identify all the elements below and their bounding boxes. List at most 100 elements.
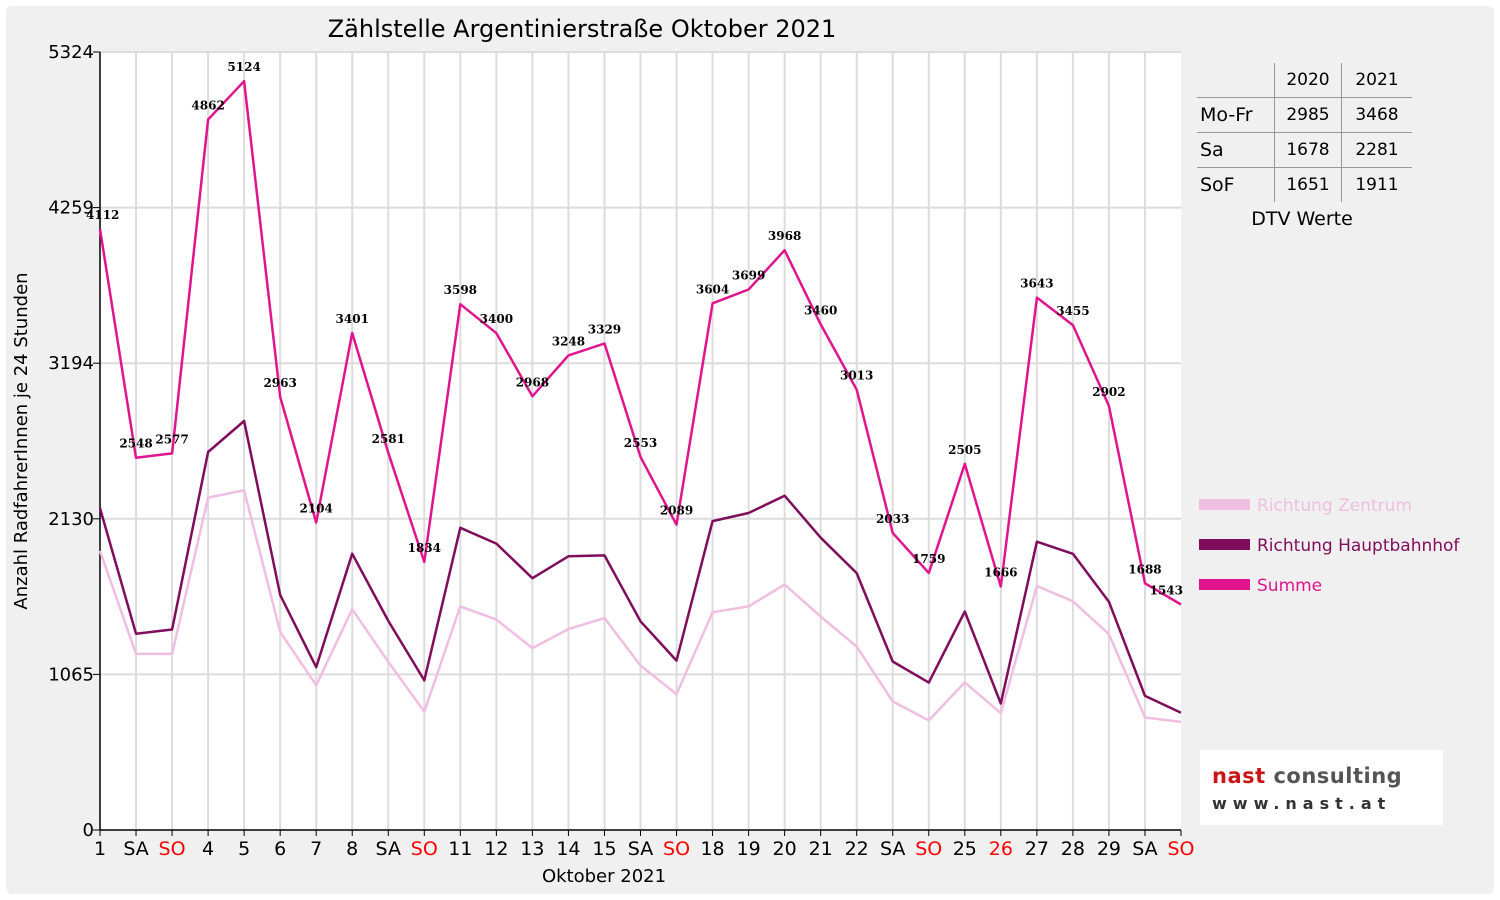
data-label: 3460: [804, 303, 837, 317]
y-tick-label: 3194: [48, 353, 94, 374]
x-tick-label: 20: [773, 838, 797, 860]
dtv-cell: 2281: [1341, 132, 1412, 168]
dtv-row: Mo-Fr 2985 3468: [1197, 97, 1412, 133]
legend-label: Summe: [1257, 576, 1322, 596]
data-label: 1688: [1128, 562, 1161, 576]
x-tick-label: SA: [628, 838, 653, 860]
data-label: 3013: [840, 369, 873, 383]
dtv-cell: 2985: [1274, 97, 1342, 133]
x-tick-label: 26: [989, 838, 1013, 860]
x-tick-label: 11: [448, 838, 472, 860]
y-tick-label: 1065: [48, 664, 94, 685]
data-label: 2033: [876, 512, 909, 526]
data-label: 1666: [984, 566, 1017, 580]
x-tick-label: 4: [202, 838, 214, 860]
logo-word-consulting: consulting: [1273, 764, 1403, 788]
logo-url: www.nast.at: [1212, 794, 1392, 813]
series-lines: [98, 79, 1182, 724]
x-tick-label: SA: [123, 838, 148, 860]
x-tick-label: SO: [915, 838, 942, 860]
data-label: 3699: [732, 268, 765, 282]
data-label: 2553: [624, 436, 657, 450]
data-label: 2963: [263, 376, 296, 390]
data-label: 3248: [552, 334, 585, 348]
dtv-cell: Sa: [1197, 132, 1275, 168]
x-tick-label: 6: [274, 838, 286, 860]
data-label: 3643: [1020, 277, 1053, 291]
x-tick-label: 18: [700, 838, 724, 860]
x-tick-label: 25: [953, 838, 977, 860]
x-tick-label: 5: [238, 838, 250, 860]
data-label: 2505: [948, 443, 981, 457]
y-tick-label: 4259: [48, 198, 94, 219]
data-label: 1834: [408, 541, 441, 555]
dtv-row: SoF 1651 1911: [1197, 167, 1412, 202]
x-tick-label: 22: [845, 838, 869, 860]
x-tick-label: SA: [880, 838, 905, 860]
x-tick-label: 21: [809, 838, 833, 860]
x-tick-label: SA: [376, 838, 401, 860]
x-tick-label: SO: [411, 838, 438, 860]
legend-swatch: [1199, 539, 1250, 550]
x-tick-label: 14: [556, 838, 580, 860]
legend: Richtung Zentrum Richtung Hauptbahnhof Sum…: [1199, 496, 1460, 596]
x-tick-label: 13: [520, 838, 544, 860]
x-tick-label: 1: [94, 838, 106, 860]
logo-wordmark: nast consulting: [1212, 764, 1402, 788]
y-tick-label: 2130: [48, 509, 94, 530]
dtv-cell: 1911: [1341, 167, 1412, 202]
nast-consulting-logo: nast consulting www.nast.at: [1200, 750, 1443, 825]
dtv-table: 2020 2021 Mo-Fr 2985 3468 Sa 1678 2281 S…: [1197, 63, 1412, 202]
y-axis-label: Anzahl RadfahrerInnen je 24 Stunden: [11, 272, 32, 609]
data-label: 4112: [86, 208, 119, 222]
x-tick-label: 12: [484, 838, 508, 860]
chart-title: Zählstelle Argentinierstraße Oktober 202…: [328, 15, 837, 43]
data-label: 2577: [155, 432, 188, 446]
data-labels: 4112 2548 2577 4862 5124 2963 2104 3401 2581 1834…: [86, 60, 1183, 597]
y-tick-label: 0: [83, 820, 94, 841]
x-tick-label: 28: [1061, 838, 1085, 860]
dtv-header-row: 2020 2021: [1197, 63, 1412, 98]
data-label: 2581: [372, 432, 405, 446]
dtv-header-cell: [1197, 63, 1275, 98]
series-line-2: [98, 419, 1182, 714]
legend-label: Richtung Zentrum: [1257, 496, 1412, 516]
logo-word-nast: nast: [1212, 764, 1266, 788]
x-tick-label: SA: [1132, 838, 1157, 860]
x-tick-label: 19: [737, 838, 761, 860]
legend-swatch: [1199, 499, 1250, 510]
data-label: 3604: [696, 282, 729, 296]
data-label: 2548: [119, 437, 152, 451]
x-tick-label: 15: [592, 838, 616, 860]
dtv-caption: DTV Werte: [1251, 208, 1353, 230]
dtv-cell: 1678: [1274, 132, 1342, 168]
dtv-row: Sa 1678 2281: [1197, 132, 1412, 168]
data-label: 3401: [336, 312, 369, 326]
x-tick-label: 8: [346, 838, 358, 860]
y-tick-label: 5324: [48, 42, 94, 63]
legend-label: Richtung Hauptbahnhof: [1257, 536, 1460, 556]
x-axis-label: Oktober 2021: [542, 866, 666, 887]
data-label: 4862: [191, 99, 224, 113]
x-tick-label: SO: [159, 838, 186, 860]
x-tick-label: SO: [663, 838, 690, 860]
dtv-cell: 3468: [1341, 97, 1412, 133]
x-tick-label: SO: [1167, 838, 1194, 860]
dtv-header-cell: 2021: [1341, 63, 1412, 98]
legend-swatch: [1199, 579, 1250, 590]
data-label: 2104: [299, 502, 332, 516]
data-label: 2968: [516, 375, 549, 389]
series-line-1: [98, 488, 1182, 724]
dtv-header-cell: 2020: [1274, 63, 1342, 98]
series-line-3: [98, 79, 1182, 606]
x-axis-ticks: 1 SA SO 4 5 6 7 8 SA SO 11 12 13 14 15 SA SO 18 19 20 21 22 SA…: [94, 830, 1195, 860]
data-label: 1759: [912, 552, 945, 566]
dtv-cell: SoF: [1197, 167, 1275, 202]
data-label: 3400: [480, 312, 513, 326]
dtv-cell: Mo-Fr: [1197, 97, 1275, 133]
y-axis-ticks: 0 1065 2130 3194 4259 5324: [48, 42, 100, 841]
data-label: 3598: [444, 283, 477, 297]
data-label: 3455: [1056, 304, 1089, 318]
data-label: 3329: [588, 323, 621, 337]
